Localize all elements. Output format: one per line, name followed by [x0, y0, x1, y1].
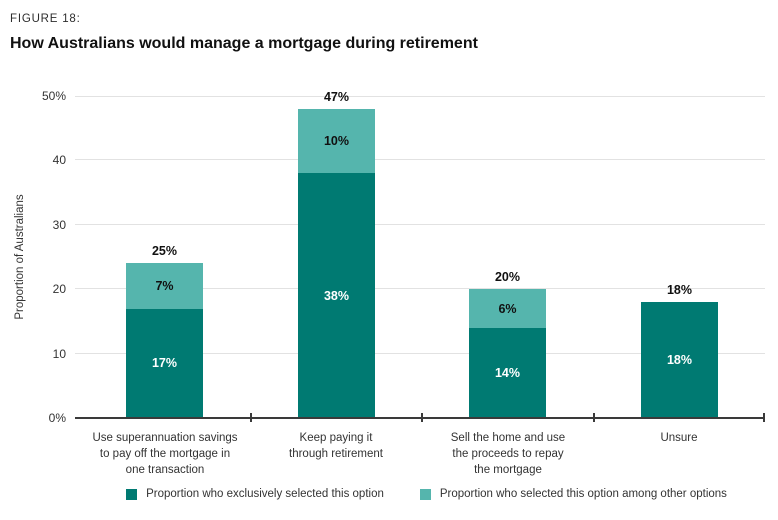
x-category-label-unsure: Unsure	[660, 432, 698, 444]
segment-value-label: 14%	[494, 365, 521, 380]
segment-value-label: 38%	[323, 288, 350, 303]
gridline-20	[75, 288, 765, 290]
bar-unsure: 18% 18%	[641, 283, 718, 418]
segment-value-label: 6%	[498, 301, 517, 316]
x-category-label-superannuation: Use superannuation savings to pay off th…	[92, 432, 238, 477]
legend: Proportion who exclusively selected this…	[75, 488, 778, 500]
x-category-label-keep-paying: Keep paying it through retirement	[289, 432, 383, 461]
segment-value-label: 10%	[323, 134, 350, 149]
bar-total-label: 20%	[494, 270, 521, 285]
y-tick-label-0: 0%	[48, 411, 66, 425]
y-tick-label-30: 30	[52, 217, 66, 232]
bar-segment-exclusive: 18%	[641, 302, 718, 418]
y-tick-label-10: 10	[52, 346, 66, 361]
segment-value-label: 17%	[151, 356, 178, 371]
gridline-50	[75, 95, 765, 97]
segment-value-label: 18%	[666, 353, 693, 368]
bar-segment-exclusive: 38%	[298, 173, 375, 418]
y-tick-label-20: 20	[52, 282, 66, 297]
legend-label-among: Proportion who selected this option amon…	[439, 488, 727, 500]
bar-segment-exclusive: 14%	[469, 327, 546, 418]
figure-label: FIGURE 18:	[10, 13, 81, 25]
bar-segment-among: 7%	[126, 263, 203, 309]
y-tick-label-50: 50%	[41, 89, 66, 103]
bar-total-label: 18%	[666, 283, 693, 298]
chart-title: How Australians would manage a mortgage …	[10, 35, 478, 52]
bar-superannuation: 25% 7% 17%	[126, 244, 203, 418]
bar-sell-home: 20% 6% 14%	[469, 270, 546, 418]
bar-segment-among: 10%	[298, 108, 375, 174]
y-axis-title: Proportion of Australians	[14, 194, 26, 320]
bar-keep-paying: 47% 10% 38%	[298, 90, 375, 418]
x-axis-tick	[421, 413, 423, 422]
x-axis-tick	[763, 413, 765, 422]
bar-segment-exclusive: 17%	[126, 308, 203, 418]
legend-swatch-among	[419, 488, 431, 500]
legend-item-among: Proportion who selected this option amon…	[419, 488, 727, 500]
gridline-10	[75, 352, 765, 354]
bar-total-label: 25%	[151, 244, 178, 259]
gridline-40	[75, 159, 765, 161]
gridline-30	[75, 223, 765, 225]
legend-item-exclusive: Proportion who exclusively selected this…	[126, 488, 384, 500]
bar-segment-among: 6%	[469, 289, 546, 328]
x-axis-line	[75, 417, 765, 419]
plot-area: 0% 10 20 30 40 50% 25% 7% 17% 47% 10% 38…	[42, 89, 765, 425]
bar-total-label: 47%	[323, 89, 350, 104]
legend-label-exclusive: Proportion who exclusively selected this…	[146, 488, 384, 500]
x-axis-tick	[249, 413, 252, 422]
x-category-label-sell-home: Sell the home and use the proceeds to re…	[450, 432, 566, 477]
x-axis-tick	[592, 413, 595, 422]
y-tick-label-40: 40	[52, 153, 66, 168]
legend-swatch-exclusive	[126, 488, 138, 500]
segment-value-label: 7%	[155, 278, 174, 293]
